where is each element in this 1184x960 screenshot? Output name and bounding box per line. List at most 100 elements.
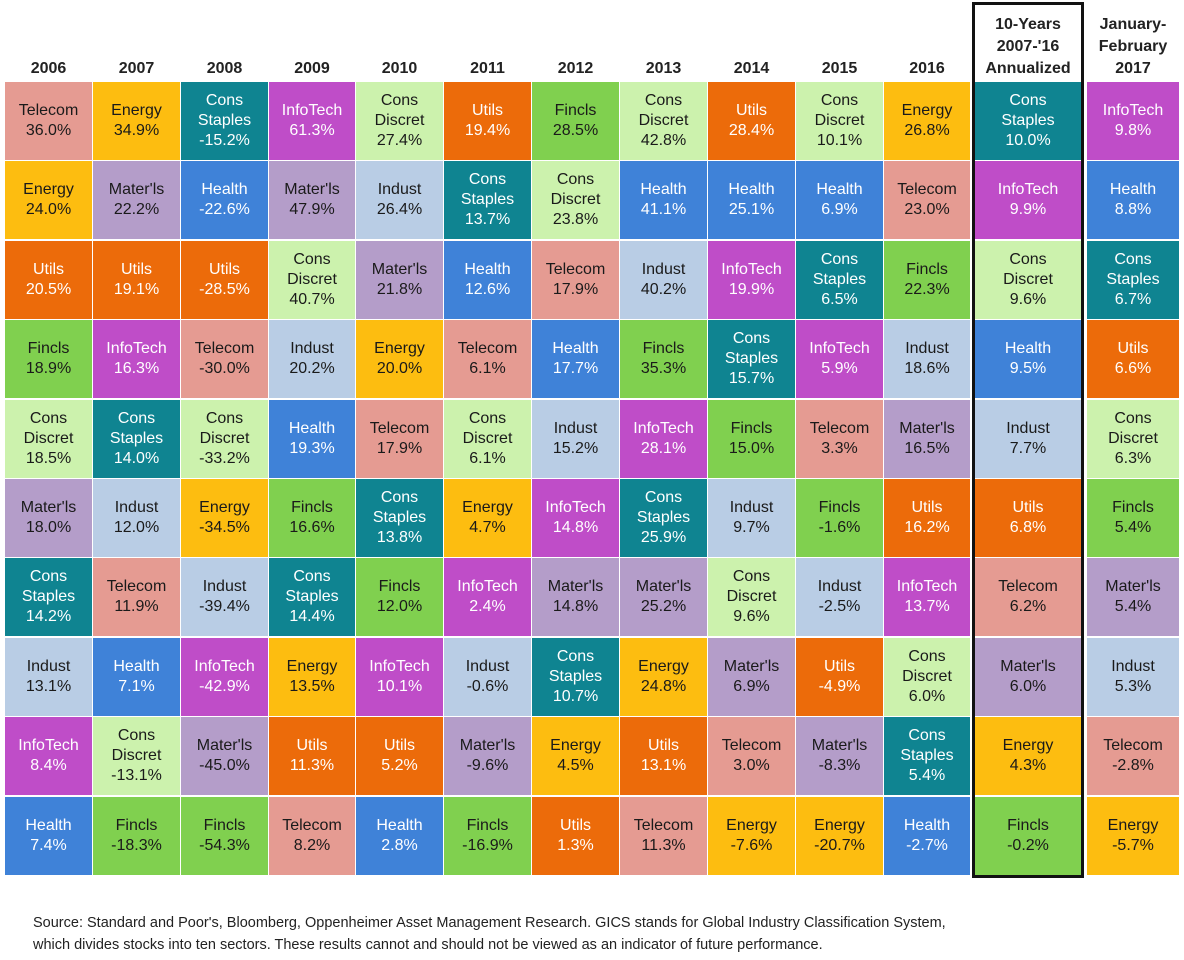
sector-cell-utils: Utils 19.1%: [93, 240, 180, 319]
column-header-line: 2008: [206, 60, 243, 77]
return-value: 5.3%: [1114, 677, 1152, 695]
return-value: 13.1%: [640, 757, 687, 775]
sector-cell-health: Health 6.9%: [796, 161, 883, 240]
return-value: 9.8%: [1114, 122, 1152, 139]
sector-cell-health: Health 25.1%: [708, 161, 795, 240]
sector-label: Telecom: [1103, 737, 1163, 755]
return-value: 10.7%: [552, 687, 599, 705]
sector-cell-cons-staples: Cons Staples 15.7%: [708, 320, 795, 399]
sector-cell-mater-ls: Mater'ls 14.8%: [532, 558, 619, 637]
sector-label: Health: [113, 657, 160, 675]
return-value: 13.5%: [289, 677, 335, 695]
return-value: 6.9%: [821, 201, 858, 219]
sector-label: Utils: [911, 499, 943, 516]
sector-cell-indust: Indust -39.4%: [181, 558, 268, 637]
sector-label: Telecom: [106, 578, 167, 596]
sector-cell-infotech: InfoTech 5.9%: [796, 320, 883, 399]
return-value: -45.0%: [199, 757, 250, 775]
return-value: 34.9%: [113, 122, 160, 139]
sector-cell-utils: Utils 6.8%: [975, 479, 1081, 557]
sector-label: InfoTech: [633, 419, 694, 437]
column-header-line: 2006: [30, 60, 67, 77]
return-value: -7.6%: [730, 836, 773, 854]
return-value: 24.8%: [640, 677, 687, 695]
sector-cell-energy: Energy -5.7%: [1087, 796, 1179, 875]
sector-label: Cons: [644, 489, 683, 506]
sector-cell-fincls: Fincls 15.0%: [708, 399, 795, 478]
column-header: 2007: [93, 58, 180, 80]
sector-label: InfoTech: [1102, 102, 1164, 119]
sector-label: Discret: [902, 667, 952, 685]
sector-cell-utils: Utils 13.1%: [620, 717, 707, 796]
return-value: -2.8%: [1112, 757, 1154, 775]
sector-label: Utils: [1012, 499, 1044, 516]
sector-cell-cons-discret: Cons Discret 27.4%: [356, 82, 443, 160]
sector-label: Staples: [1001, 112, 1055, 129]
sector-cell-mater-ls: Mater'ls 5.4%: [1087, 558, 1179, 637]
sector-label: Cons: [556, 647, 595, 665]
sector-label: Indust: [553, 419, 598, 437]
sector-label: Indust: [1006, 419, 1050, 437]
sector-cell-fincls: Fincls -18.3%: [93, 796, 180, 875]
sector-cell-energy: Energy 24.0%: [5, 161, 92, 240]
column-header: 2006: [5, 58, 92, 80]
return-value: 24.0%: [25, 201, 72, 219]
sector-label: Energy: [1107, 816, 1159, 834]
return-value: 42.8%: [640, 132, 687, 149]
column-header-line: 2016: [909, 60, 945, 77]
sector-label: InfoTech: [721, 260, 782, 278]
sector-label: Fincls: [906, 260, 948, 278]
sector-cell-infotech: InfoTech 8.4%: [5, 717, 92, 796]
return-value: 18.9%: [25, 360, 72, 378]
return-value: 13.7%: [464, 211, 511, 229]
sector-label: Discret: [462, 429, 513, 447]
sector-cell-telecom: Telecom 6.1%: [444, 320, 531, 399]
sector-cell-mater-ls: Mater'ls -45.0%: [181, 717, 268, 796]
return-value: 8.2%: [293, 836, 331, 854]
sector-cell-health: Health 7.1%: [93, 637, 180, 716]
column-header: 2013: [620, 58, 707, 80]
column-header: 2012: [532, 58, 619, 80]
sector-cell-indust: Indust 40.2%: [620, 240, 707, 319]
sector-label: Health: [640, 181, 687, 199]
return-value: 2.4%: [469, 598, 506, 616]
sector-cell-utils: Utils 5.2%: [356, 717, 443, 796]
sector-label: Fincls: [27, 340, 70, 358]
return-value: 12.0%: [376, 598, 423, 616]
sector-label: Health: [552, 340, 599, 358]
return-value: 6.8%: [1009, 519, 1047, 536]
sector-cell-energy: Energy 4.7%: [444, 479, 531, 557]
sector-label: Utils: [735, 102, 768, 119]
sector-label: InfoTech: [281, 102, 343, 119]
sector-label: Mater'ls: [284, 181, 340, 199]
sector-cell-telecom: Telecom 36.0%: [5, 82, 92, 160]
sector-cell-cons-discret: Cons Discret -13.1%: [93, 717, 180, 796]
sector-cell-utils: Utils 16.2%: [884, 479, 970, 557]
column-header-line: 2011: [470, 60, 505, 77]
sector-label: Health: [25, 816, 72, 834]
sector-label: Cons: [29, 568, 68, 586]
sector-cell-indust: Indust 5.3%: [1087, 637, 1179, 716]
sector-cell-health: Health 9.5%: [975, 320, 1081, 399]
column-header-line: 2007-'16: [996, 38, 1060, 55]
sector-label: InfoTech: [194, 657, 255, 675]
sector-label: Telecom: [194, 340, 255, 358]
return-value: -54.3%: [199, 836, 250, 854]
sector-label: Telecom: [18, 102, 79, 119]
sector-label: Fincls: [466, 816, 509, 834]
sector-cell-utils: Utils -28.5%: [181, 240, 268, 319]
sector-label: Energy: [199, 499, 250, 516]
sector-cell-health: Health 17.7%: [532, 320, 619, 399]
column-header-line: 2007: [118, 60, 155, 77]
sector-cell-cons-staples: Cons Staples 5.4%: [884, 717, 970, 796]
return-value: 1.3%: [557, 836, 594, 854]
sector-label: Utils: [471, 102, 504, 119]
return-value: 14.0%: [113, 449, 160, 467]
sector-label: Mater'ls: [635, 578, 692, 596]
return-value: -8.3%: [818, 757, 861, 775]
return-value: 5.4%: [1114, 519, 1152, 536]
sector-cell-cons-discret: Cons Discret 23.8%: [532, 161, 619, 240]
sector-cell-indust: Indust 13.1%: [5, 637, 92, 716]
return-value: 22.3%: [904, 280, 950, 298]
sector-label: Energy: [1002, 737, 1054, 755]
